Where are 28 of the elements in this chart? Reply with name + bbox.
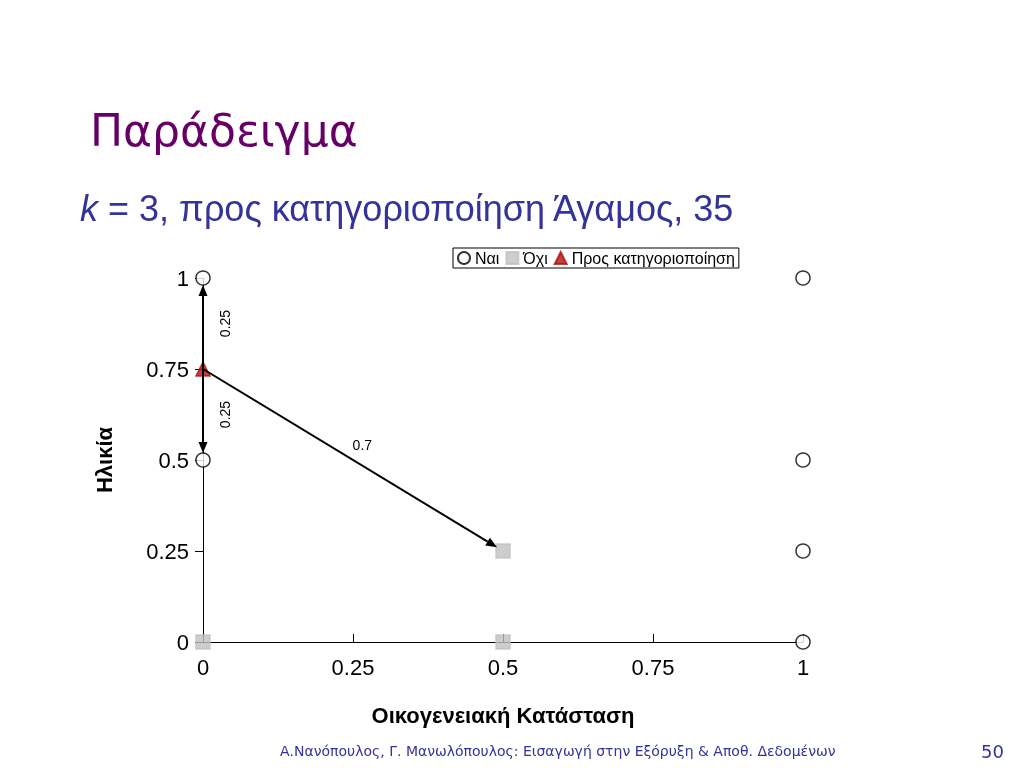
text: Α.Νανόπουλος, Γ. Μανωλόπουλος: Εισαγωγή στην Εξόρυξη & Αποθ. Δεδομένων [280,743,836,759]
y-tick-label: 0.25 [146,538,189,564]
point [795,452,811,468]
x-tick-label: 0.5 [487,654,519,680]
annotation: 0.7 [352,436,373,453]
annotation: 0.25 [217,309,233,338]
legend-label: Ναι [475,249,500,267]
y-tick-label: 1 [176,265,189,291]
legend-label: Προς κατηγοριοποίηση [571,249,735,267]
y-tick-label: 0.75 [146,356,189,382]
point [495,634,511,650]
x-tick-label: 0 [196,654,210,680]
chart-title: Παράδειγμα [90,104,358,156]
x-tick-label: 0.25 [331,654,375,680]
point [795,270,811,286]
legend-label: Όχι [522,249,549,267]
y-tick-label: 0 [176,629,189,655]
text: 50 [981,740,1004,762]
point [495,543,511,559]
x-axis-title: Οικογενειακή Κατάσταση [371,702,635,728]
annotation: 0.25 [217,400,233,429]
point [195,452,211,468]
y-tick-label: 0.5 [158,447,189,473]
x-tick-label: 1 [796,654,810,680]
y-axis-title: Ηλικία [91,426,117,494]
x-tick-label: 0.75 [631,654,675,680]
chart-subtitle: k = 3, προς κατηγοριοποίηση Άγαμος, 35 [80,187,734,229]
point [795,543,811,559]
